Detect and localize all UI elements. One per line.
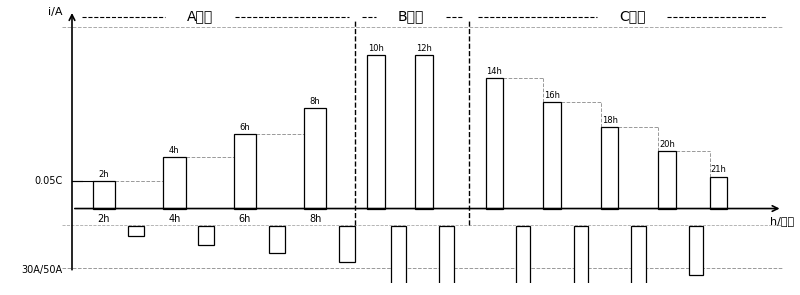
Bar (367, 55, 385, 209)
Bar (391, 226, 406, 295)
Text: 2h: 2h (98, 170, 110, 179)
Bar (234, 134, 256, 209)
Bar (439, 226, 454, 295)
Bar (631, 226, 646, 295)
Bar (543, 102, 561, 209)
Bar (658, 151, 676, 209)
Text: 20h: 20h (659, 140, 675, 149)
Text: C阶段: C阶段 (618, 9, 646, 24)
Bar (516, 226, 530, 295)
Text: 8h: 8h (309, 214, 322, 224)
Text: 4h: 4h (168, 214, 181, 224)
Bar (486, 78, 503, 209)
Bar (601, 127, 618, 209)
Bar (198, 226, 214, 245)
Text: 14h: 14h (486, 67, 502, 76)
Text: 10h: 10h (368, 44, 384, 53)
Text: 16h: 16h (544, 91, 560, 100)
Text: i/A: i/A (48, 7, 62, 17)
Text: 6h: 6h (238, 214, 251, 224)
Bar (415, 55, 433, 209)
Text: 6h: 6h (239, 123, 250, 132)
Bar (93, 181, 115, 209)
Bar (689, 226, 703, 275)
Bar (163, 157, 186, 209)
Bar (339, 226, 355, 262)
Bar (269, 226, 285, 253)
Bar (710, 176, 727, 209)
Text: 2h: 2h (98, 214, 110, 224)
Text: 0.05C: 0.05C (34, 176, 62, 186)
Text: A阶段: A阶段 (187, 9, 213, 24)
Bar (128, 226, 144, 236)
Bar (304, 108, 326, 209)
Text: 18h: 18h (602, 116, 618, 125)
Text: 8h: 8h (310, 97, 321, 106)
Text: 12h: 12h (416, 44, 432, 53)
Bar (574, 226, 588, 295)
Text: h/小时: h/小时 (770, 216, 794, 226)
Text: 30A/50A: 30A/50A (22, 266, 62, 276)
Text: B阶段: B阶段 (398, 9, 424, 24)
Text: 4h: 4h (169, 146, 180, 155)
Text: 21h: 21h (710, 165, 726, 174)
